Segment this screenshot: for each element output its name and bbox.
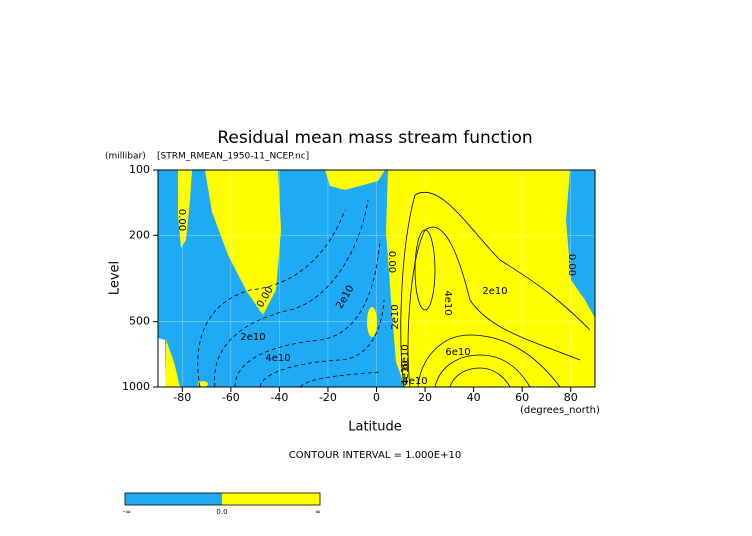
contour-label: 4e10	[400, 360, 411, 385]
colorbar-label: 0.0	[216, 508, 227, 516]
contour-label: 2e10	[390, 304, 401, 329]
missing-data	[158, 338, 166, 387]
positive-region	[367, 307, 377, 337]
positive-regions	[166, 170, 595, 387]
contour-line	[214, 199, 369, 388]
contour-line	[449, 367, 511, 388]
x-tick-label: 60	[515, 391, 529, 404]
contour-label: 4e10	[442, 290, 453, 315]
positive-region	[178, 170, 192, 248]
positive-region	[166, 340, 180, 387]
contour-label: 2e10	[482, 286, 507, 297]
positive-region	[205, 170, 281, 315]
colorbar-label: -∞	[123, 508, 131, 516]
contour-label: 6e10	[400, 344, 411, 369]
contours	[197, 192, 591, 388]
contour-line	[259, 299, 385, 388]
contour-line	[234, 239, 381, 388]
x-tick-label: 0	[373, 391, 380, 404]
contour-line	[407, 226, 581, 388]
field	[158, 170, 595, 387]
x-tick-label: -40	[270, 391, 288, 404]
x-tick-label: -20	[319, 391, 337, 404]
colorbar-label: ∞	[315, 508, 321, 516]
y-tick-label: 1000	[122, 380, 150, 393]
contour-line	[434, 354, 531, 388]
colorbar-positive	[222, 493, 320, 505]
chart-title: Residual mean mass stream function	[217, 128, 532, 148]
contour-label: 2e10	[240, 332, 265, 343]
x-tick-label: 40	[467, 391, 481, 404]
contour-label: 0.00	[566, 254, 577, 276]
x-tick-label: -80	[173, 391, 191, 404]
positive-region	[325, 170, 385, 190]
contour-label: 6e10	[445, 347, 470, 358]
positive-region	[386, 170, 595, 387]
y-tick-label: 200	[129, 228, 150, 241]
contour-line	[299, 371, 381, 388]
footnote: CONTOUR INTERVAL = 1.000E+10	[289, 450, 461, 461]
y-label: Level	[108, 261, 123, 295]
x-tick-label: 80	[564, 391, 578, 404]
x-tick-label: -60	[222, 391, 240, 404]
colorbar-negative	[125, 493, 222, 505]
x-label: Latitude	[348, 420, 402, 435]
contour-line	[400, 192, 591, 388]
contour-line	[417, 334, 561, 388]
ticks: -80 -60 -40 -20 0 20 40 60 80 100 200 500 1000	[122, 163, 578, 404]
contour-label: 4e10	[265, 353, 290, 364]
contour-line	[414, 229, 436, 311]
y-tick-label: 500	[129, 315, 150, 328]
subtitle: [STRM_RMEAN_1950-11_NCEP.nc]	[157, 152, 309, 162]
contour-label: 0.00	[386, 251, 397, 273]
contour-line	[197, 209, 346, 388]
y-unit: (millibar)	[105, 152, 146, 162]
colorbar-frame	[124, 492, 321, 506]
x-tick-label: 20	[418, 391, 432, 404]
x-unit: (degrees_north)	[520, 405, 600, 416]
contour-label: 4e10	[402, 376, 427, 387]
colorbar: -∞ 0.0 ∞	[123, 492, 321, 516]
contour-label: 0.00	[176, 209, 187, 231]
y-tick-label: 100	[129, 163, 150, 176]
positive-region	[198, 381, 208, 387]
